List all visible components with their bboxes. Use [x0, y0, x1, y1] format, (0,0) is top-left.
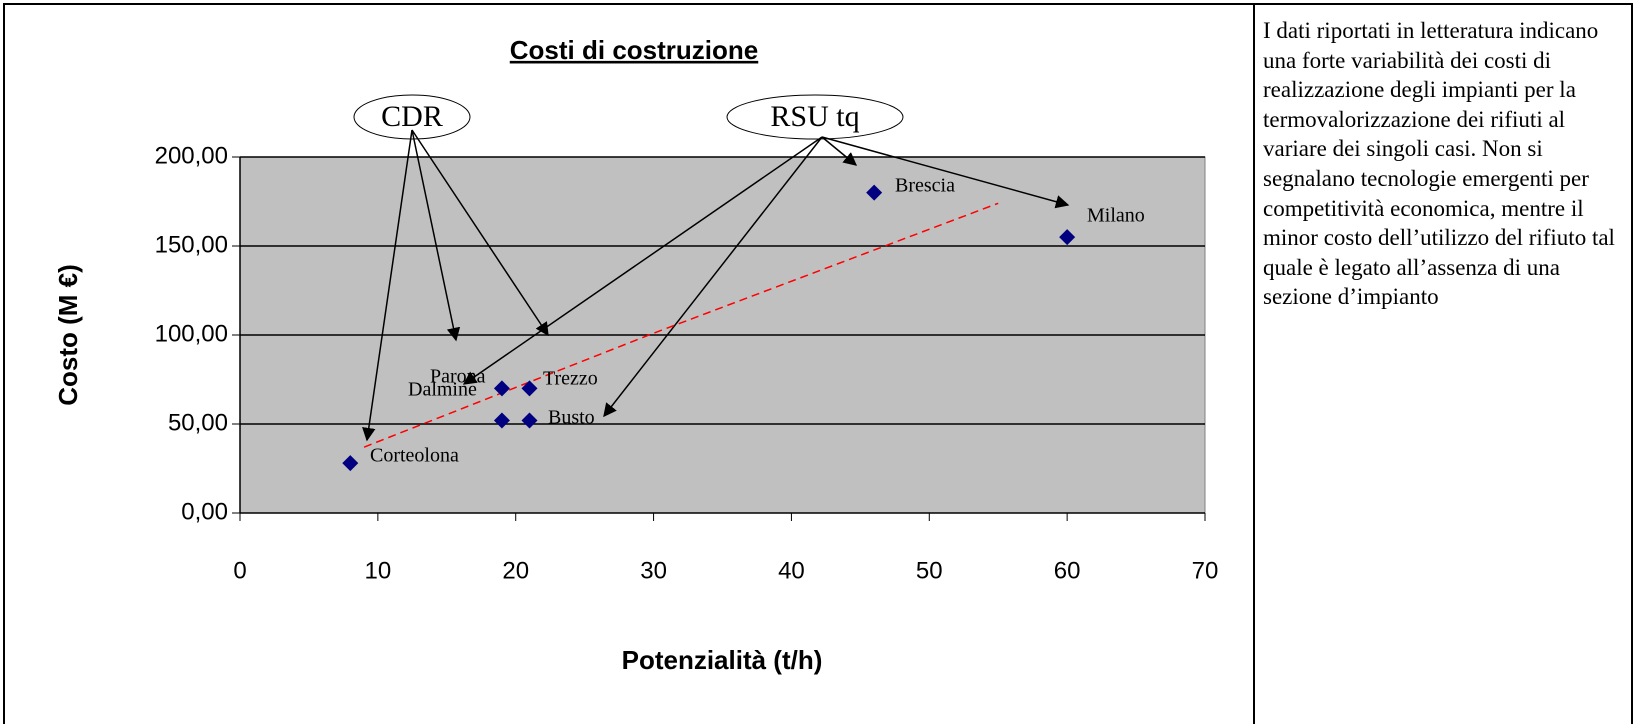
y-axis-title: Costo (M €) — [53, 264, 83, 406]
note-text: I dati riportati in letteratura indicano… — [1263, 18, 1615, 310]
data-point — [342, 455, 359, 472]
x-tick-label: 60 — [1054, 557, 1081, 584]
callout-ellipse — [726, 94, 904, 140]
frame — [3, 3, 1633, 724]
arrow — [462, 136, 823, 385]
callout-ellipse — [353, 94, 471, 140]
arrow — [821, 136, 1070, 209]
y-tick-label: 100,00 — [155, 320, 228, 347]
y-tick-label: 0,00 — [181, 498, 228, 525]
annotation: Trezzo — [543, 368, 598, 390]
x-tick-label: 40 — [778, 557, 805, 584]
arrow — [362, 129, 413, 442]
y-tick-label: 150,00 — [155, 231, 228, 258]
x-tick-label: 20 — [502, 557, 529, 584]
data-point — [866, 184, 883, 201]
annotation: RSU tq — [770, 100, 859, 133]
annotation: Milano — [1087, 205, 1145, 227]
arrow — [603, 136, 823, 418]
x-tick-label: 0 — [233, 557, 246, 584]
arrows — [362, 129, 1070, 442]
data-point — [493, 380, 510, 397]
arrow — [411, 129, 461, 342]
x-axis-title: Potenzialità (t/h) — [622, 645, 823, 675]
x-tick-label: 10 — [365, 557, 392, 584]
arrow — [821, 136, 858, 166]
data-point — [521, 412, 538, 429]
data-point — [493, 412, 510, 429]
x-tick-label: 30 — [640, 557, 667, 584]
annotation: Busto — [548, 407, 595, 429]
annotation: CDR — [381, 100, 443, 133]
chart-title: Costi di costruzione — [510, 35, 758, 65]
x-tick-label: 50 — [916, 557, 943, 584]
data-point — [521, 380, 538, 397]
x-tick-label: 70 — [1192, 557, 1219, 584]
annotation: Parona — [430, 366, 486, 388]
annotation: Brescia — [895, 175, 955, 197]
arrow — [411, 129, 549, 337]
data-point — [1059, 229, 1076, 246]
annotation: Corteolona — [370, 445, 459, 467]
y-tick-label: 200,00 — [155, 142, 228, 169]
y-tick-label: 50,00 — [168, 409, 228, 436]
annotation: Dalmine — [408, 379, 477, 401]
